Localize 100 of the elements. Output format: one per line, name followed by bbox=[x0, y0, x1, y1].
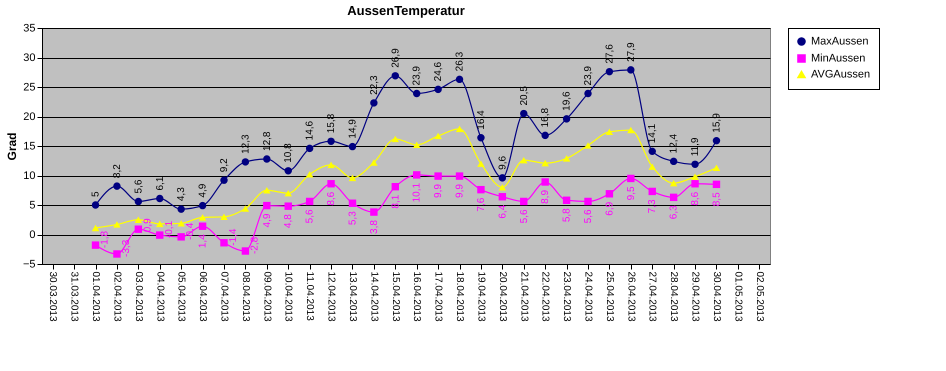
x-tick-label: 22.04.2013 bbox=[540, 272, 551, 322]
data-label: -1,4 bbox=[228, 228, 239, 246]
x-tick-label: 09.04.2013 bbox=[261, 272, 272, 322]
x-tick-label: 13.04.2013 bbox=[346, 272, 358, 322]
point bbox=[606, 128, 614, 136]
data-label: 6,4 bbox=[497, 204, 508, 219]
data-label: 5,6 bbox=[304, 209, 316, 224]
point bbox=[392, 72, 399, 80]
data-label: 10,1 bbox=[412, 182, 423, 202]
point bbox=[584, 90, 592, 98]
data-label: 6,1 bbox=[154, 176, 166, 191]
data-label: 9,9 bbox=[433, 184, 444, 198]
point bbox=[456, 126, 464, 132]
point bbox=[348, 200, 356, 207]
point bbox=[263, 155, 271, 163]
point bbox=[520, 110, 528, 118]
data-label: 9,6 bbox=[497, 156, 508, 170]
data-label: 14,6 bbox=[304, 120, 316, 140]
data-label: 7,3 bbox=[647, 198, 658, 214]
x-tick-label: 10.04.2013 bbox=[282, 272, 294, 322]
data-label: 16,4 bbox=[476, 110, 487, 130]
x-tick-label: 02.04.2013 bbox=[111, 272, 122, 322]
point bbox=[284, 202, 292, 210]
x-tick-label: 25.04.2013 bbox=[604, 272, 615, 322]
data-label: 4,8 bbox=[283, 214, 294, 228]
data-label: 7,6 bbox=[476, 197, 487, 212]
data-label: 8,6 bbox=[690, 191, 702, 206]
x-tick-label: 17.04.2013 bbox=[432, 272, 444, 322]
data-label: 12,8 bbox=[262, 131, 273, 151]
chart-title: AussenTemperatur bbox=[347, 3, 465, 18]
point bbox=[156, 194, 164, 202]
point bbox=[456, 172, 464, 180]
point bbox=[691, 180, 699, 188]
legend-label: MinAussen bbox=[811, 52, 866, 64]
point bbox=[627, 66, 635, 74]
data-label: 6,3 bbox=[668, 204, 680, 220]
point bbox=[520, 156, 528, 164]
data-label: 9,5 bbox=[626, 186, 637, 200]
point bbox=[134, 198, 142, 206]
point bbox=[348, 174, 356, 182]
x-tick-label: 18.04.2013 bbox=[454, 272, 466, 322]
point bbox=[498, 174, 506, 182]
y-tick-label: 10 bbox=[23, 170, 36, 182]
point bbox=[92, 201, 100, 209]
data-label: 4,9 bbox=[198, 183, 209, 198]
point bbox=[327, 138, 335, 145]
x-tick-label: 26.04.2013 bbox=[625, 272, 636, 322]
y-tick-label: −5 bbox=[22, 258, 36, 270]
point bbox=[198, 202, 206, 210]
point bbox=[242, 205, 250, 212]
x-tick-label: 20.04.2013 bbox=[496, 272, 508, 322]
point bbox=[263, 187, 271, 194]
data-label: 24,6 bbox=[433, 61, 444, 82]
data-label: 5,6 bbox=[133, 179, 144, 194]
point bbox=[520, 198, 528, 206]
y-tick-label: 0 bbox=[29, 229, 36, 241]
x-tick-label: 31.03.2013 bbox=[68, 272, 80, 322]
point bbox=[92, 224, 100, 232]
point bbox=[370, 159, 378, 166]
point bbox=[541, 132, 549, 140]
point bbox=[627, 126, 635, 134]
point bbox=[670, 180, 678, 186]
point bbox=[712, 180, 720, 188]
x-tick-label: 30.04.2013 bbox=[710, 272, 722, 322]
point bbox=[198, 214, 206, 221]
point bbox=[370, 208, 378, 216]
point bbox=[606, 68, 614, 76]
point bbox=[370, 99, 378, 107]
point bbox=[670, 158, 678, 166]
point bbox=[306, 171, 314, 178]
point bbox=[156, 220, 164, 228]
x-tick-label: 28.04.2013 bbox=[668, 272, 680, 322]
data-label: 5,3 bbox=[347, 210, 358, 226]
point bbox=[113, 221, 121, 228]
data-label: 23,9 bbox=[412, 66, 423, 86]
point bbox=[284, 167, 292, 174]
point bbox=[327, 162, 335, 168]
point bbox=[306, 198, 314, 206]
data-label: 5,8 bbox=[562, 208, 573, 222]
x-tick-label: 01.04.2013 bbox=[90, 272, 102, 322]
data-label: 9,2 bbox=[219, 158, 230, 172]
point bbox=[606, 190, 614, 198]
x-tick-label: 21.04.2013 bbox=[518, 272, 530, 322]
data-label: -2,8 bbox=[249, 236, 260, 254]
point bbox=[434, 86, 442, 94]
point bbox=[327, 180, 335, 188]
data-label: 8,6 bbox=[326, 191, 338, 206]
point bbox=[263, 202, 271, 210]
x-tick-label: 19.04.2013 bbox=[475, 272, 486, 322]
point bbox=[498, 184, 506, 191]
point bbox=[456, 76, 464, 84]
x-tick-label: 07.04.2013 bbox=[218, 272, 230, 322]
point bbox=[712, 136, 720, 144]
point bbox=[477, 186, 485, 194]
x-tick-label: 11.04.2013 bbox=[304, 272, 316, 322]
point bbox=[392, 136, 399, 142]
point bbox=[477, 160, 485, 167]
data-label: 3,8 bbox=[368, 220, 380, 234]
data-label: 8,5 bbox=[711, 192, 722, 206]
x-tick-label: 03.04.2013 bbox=[132, 272, 144, 322]
